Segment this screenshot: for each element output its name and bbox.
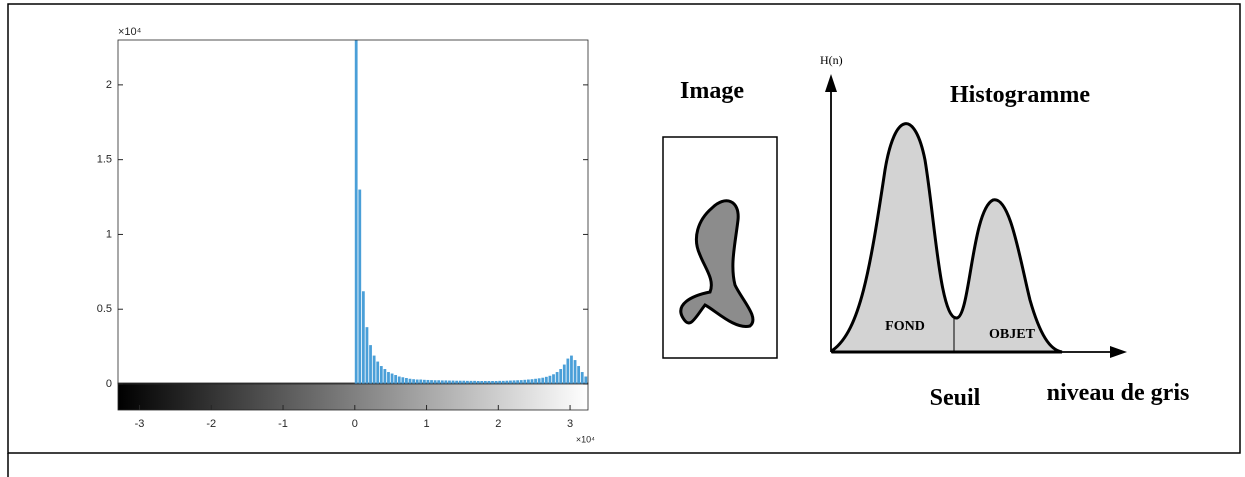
bar	[484, 381, 487, 384]
bar	[452, 381, 455, 384]
bar	[545, 377, 548, 384]
bar	[516, 380, 519, 384]
bar	[366, 327, 369, 384]
bar	[549, 376, 552, 384]
bar	[538, 378, 541, 384]
bar	[405, 378, 408, 384]
bar	[480, 381, 483, 384]
x-multiplier: ×10⁴	[576, 434, 595, 444]
bar	[477, 381, 480, 384]
y-tick-label: 2	[106, 79, 112, 91]
bar	[509, 381, 512, 384]
bar	[473, 381, 476, 384]
y-arrow	[825, 74, 837, 92]
bar	[520, 380, 523, 384]
bar	[423, 380, 426, 384]
histogram-curve	[833, 124, 1062, 352]
bar	[498, 381, 501, 384]
bar	[391, 374, 394, 384]
bar	[488, 381, 491, 384]
y-tick-label: 0.5	[97, 303, 112, 315]
bar	[495, 381, 498, 384]
y-tick-label: 1	[106, 228, 112, 240]
x-tick-label: 3	[567, 418, 573, 430]
bar	[534, 379, 537, 384]
x-tick-label: 2	[495, 418, 501, 430]
bar	[416, 380, 419, 384]
fond-label: FOND	[885, 319, 925, 334]
bar	[559, 369, 562, 384]
bar	[570, 356, 573, 384]
bar	[577, 366, 580, 384]
colorbar	[118, 383, 588, 410]
histogram-title: Histogramme	[950, 82, 1090, 108]
bar	[462, 381, 465, 384]
bar	[398, 377, 401, 384]
bars	[355, 10, 587, 384]
bar	[387, 372, 390, 384]
bar	[523, 380, 526, 384]
axes-box	[118, 40, 588, 384]
bar	[355, 10, 358, 384]
bar	[556, 372, 559, 384]
x-tick-label: 0	[352, 418, 358, 430]
bar	[444, 380, 447, 384]
bar	[541, 378, 544, 384]
histogram-chart: ×10⁴ ×10⁴ 0 0.5 1 1.5 2 -3 -2 -1 0 1 2 3	[97, 10, 595, 444]
bar	[527, 380, 530, 384]
bar	[412, 379, 415, 384]
bar	[430, 380, 433, 384]
x-axis-label: niveau de gris	[1047, 380, 1190, 406]
bar	[362, 291, 365, 384]
x-tick-label: -3	[135, 418, 145, 430]
bar	[448, 381, 451, 384]
bar	[584, 377, 587, 384]
bar	[380, 366, 383, 384]
bar	[574, 360, 577, 384]
x-tick-label: -2	[206, 418, 216, 430]
bar	[455, 381, 458, 384]
bar	[581, 372, 584, 384]
bar	[459, 381, 462, 384]
bar	[505, 381, 508, 384]
bar	[427, 380, 430, 384]
bar	[401, 377, 404, 384]
bar	[531, 379, 534, 384]
bar	[566, 359, 569, 384]
bar	[513, 380, 516, 384]
bar	[394, 375, 397, 384]
figure: ×10⁴ ×10⁴ 0 0.5 1 1.5 2 -3 -2 -1 0 1 2 3 Image H(n)…	[0, 0, 1245, 477]
x-tick-label: 1	[423, 418, 429, 430]
bar	[470, 381, 473, 384]
objet-label: OBJET	[989, 327, 1036, 342]
bar	[491, 381, 494, 384]
bar	[552, 374, 555, 384]
threshold-label: Seuil	[930, 385, 981, 411]
bar	[563, 365, 566, 384]
bar	[419, 380, 422, 384]
bar	[409, 379, 412, 384]
bar	[358, 190, 361, 384]
bar	[373, 356, 376, 384]
bar	[376, 362, 379, 384]
page: ×10⁴ ×10⁴ 0 0.5 1 1.5 2 -3 -2 -1 0 1 2 3 Image H(n)…	[0, 0, 1245, 477]
bar	[369, 345, 372, 384]
y-tick-label: 0	[106, 378, 112, 390]
y-axis-label: H(n)	[820, 53, 843, 67]
bar	[466, 381, 469, 384]
threshold-diagram: Image H(n) Histogramme FOND OBJET Seuil …	[663, 53, 1189, 411]
bar	[502, 381, 505, 384]
bar	[383, 369, 386, 384]
image-label: Image	[680, 78, 744, 104]
y-multiplier: ×10⁴	[118, 26, 142, 38]
bar	[434, 380, 437, 384]
y-tick-label: 1.5	[97, 154, 112, 166]
x-arrow	[1110, 346, 1127, 358]
x-tick-label: -1	[278, 418, 288, 430]
bar	[437, 380, 440, 384]
bar	[441, 380, 444, 384]
